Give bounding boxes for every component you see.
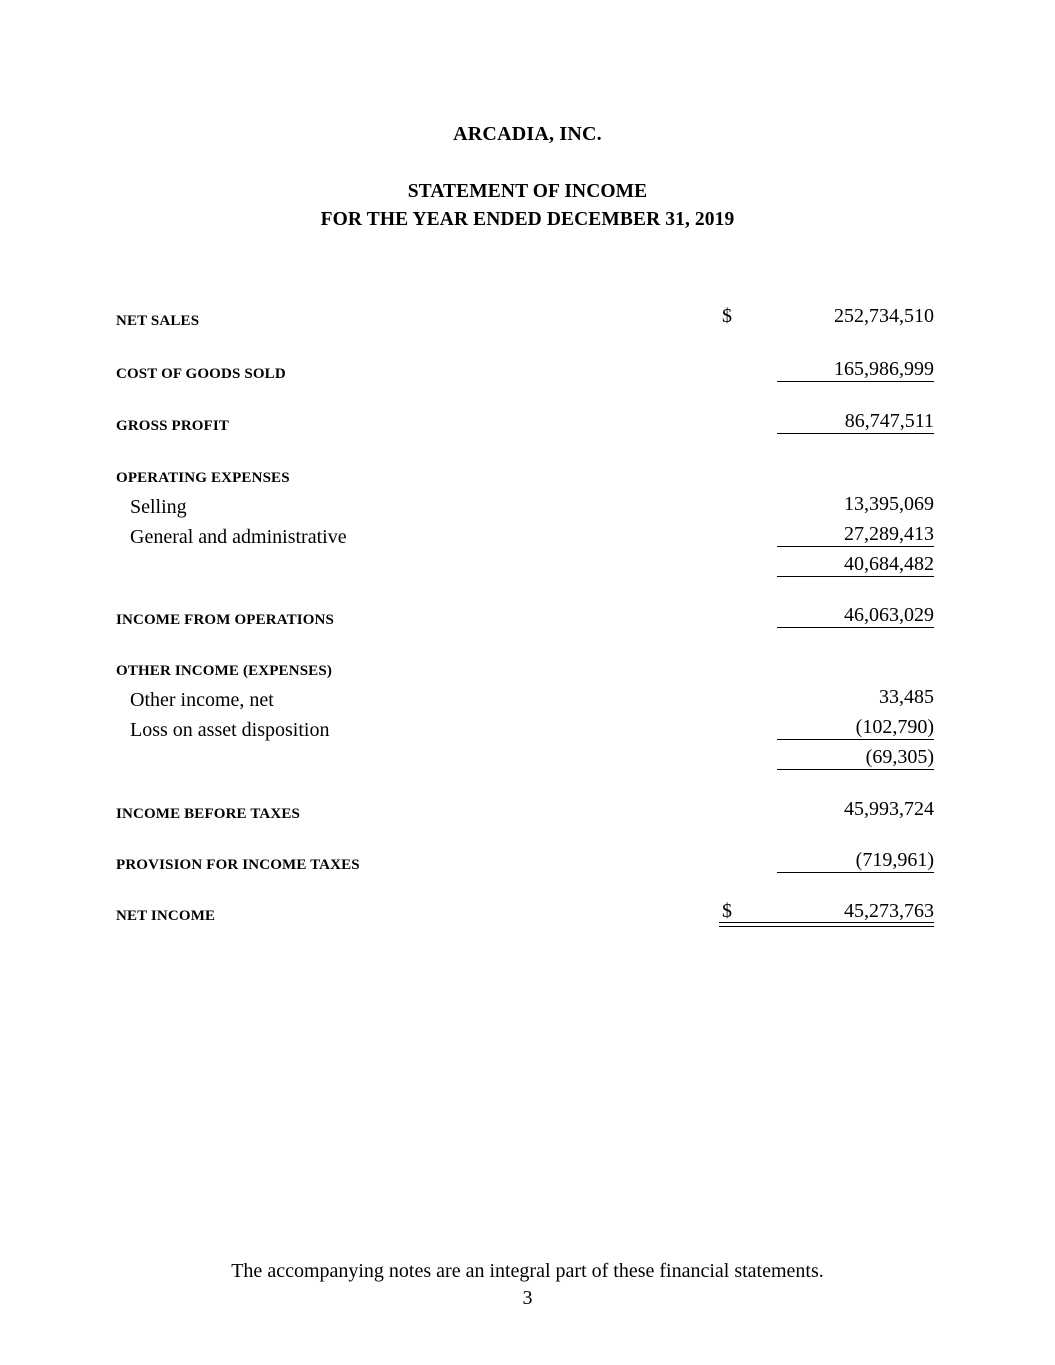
statement-row: Other income, net 33,485: [116, 687, 934, 710]
amount-value-gross-profit: 86,747,511: [844, 410, 934, 432]
statement-row: General and administrative 27,289,413: [116, 524, 934, 547]
row-amount-net-sales: $252,734,510: [719, 306, 934, 329]
amount-value-net-income: 45,273,763: [844, 900, 934, 922]
footer-note: The accompanying notes are an integral p…: [231, 1260, 824, 1282]
row-amount-general-and-administrative: 27,289,413: [719, 524, 934, 547]
row-spacer: [116, 577, 934, 605]
statement-row: COST OF GOODS SOLD 165,986,999: [116, 359, 934, 382]
statement-title-line2: FOR THE YEAR ENDED DECEMBER 31, 2019: [320, 208, 735, 230]
amount-value-cost-of-goods-sold: 165,986,999: [834, 358, 934, 380]
document-header: ARCADIA, INC.: [0, 122, 1055, 146]
company-name: ARCADIA, INC.: [453, 123, 602, 145]
statement-row: GROSS PROFIT 86,747,511: [116, 411, 934, 434]
income-statement-table: NET SALES $252,734,510 COST OF GOODS SOLD 1…: [116, 306, 934, 927]
row-amount-operating-expenses: [719, 463, 934, 486]
currency-symbol-net-income: $: [722, 900, 732, 922]
row-spacer: [116, 628, 934, 656]
page-footer: The accompanying notes are an integral p…: [0, 1258, 1055, 1313]
row-spacer: [116, 547, 934, 554]
row-label-other-income-expenses: OTHER INCOME (EXPENSES): [116, 663, 332, 679]
statement-title-line1: STATEMENT OF INCOME: [407, 181, 648, 202]
statement-row: OTHER INCOME (EXPENSES): [116, 656, 934, 679]
row-spacer: [116, 822, 934, 850]
row-amount-total-other-income-expenses: (69,305): [719, 747, 934, 770]
row-amount-cost-of-goods-sold: 165,986,999: [719, 359, 934, 382]
row-amount-loss-on-asset-disposition: (102,790): [719, 717, 934, 740]
statement-row: Selling 13,395,069: [116, 494, 934, 517]
amount-value-other-income-expenses: [929, 656, 934, 676]
row-label-income-before-taxes: INCOME BEFORE TAXES: [116, 806, 300, 822]
statement-row: NET INCOME $45,273,763: [116, 900, 934, 927]
statement-row: OPERATING EXPENSES: [116, 463, 934, 486]
row-spacer: [116, 434, 934, 463]
currency-symbol-net-sales: $: [722, 305, 732, 327]
row-spacer: [116, 873, 934, 901]
statement-row: INCOME FROM OPERATIONS 46,063,029: [116, 605, 934, 628]
statement-row: INCOME BEFORE TAXES 45,993,724: [116, 799, 934, 822]
row-label-cost-of-goods-sold: COST OF GOODS SOLD: [116, 366, 286, 382]
amount-value-provision-for-income-taxes: (719,961): [855, 849, 934, 871]
row-label-total-other-income-expenses: [116, 750, 719, 770]
row-label-selling: Selling: [130, 496, 187, 518]
statement-row: 40,684,482: [116, 554, 934, 577]
statement-row: NET SALES $252,734,510: [116, 306, 934, 329]
row-label-income-from-operations: INCOME FROM OPERATIONS: [116, 612, 335, 628]
amount-value-selling: 13,395,069: [844, 493, 934, 515]
row-spacer: [116, 382, 934, 411]
amount-value-income-before-taxes: 45,993,724: [844, 798, 934, 820]
row-label-net-income: NET INCOME: [116, 908, 216, 924]
statement-row: (69,305): [116, 747, 934, 770]
row-spacer: [116, 517, 934, 524]
row-label-loss-on-asset-disposition: Loss on asset disposition: [130, 719, 330, 741]
statement-title-block: STATEMENT OF INCOME FOR THE YEAR ENDED D…: [0, 178, 1055, 233]
amount-value-other-income-net: 33,485: [879, 686, 934, 708]
row-amount-total-operating-expenses: 40,684,482: [719, 554, 934, 577]
row-label-other-income-net: Other income, net: [130, 689, 274, 711]
row-spacer: [116, 740, 934, 747]
row-amount-other-income-net: 33,485: [719, 687, 934, 710]
row-label-total-operating-expenses: [116, 557, 719, 577]
row-amount-gross-profit: 86,747,511: [719, 411, 934, 434]
amount-value-income-from-operations: 46,063,029: [844, 604, 934, 626]
row-label-operating-expenses: OPERATING EXPENSES: [116, 470, 290, 486]
row-label-gross-profit: GROSS PROFIT: [116, 418, 230, 434]
amount-value-loss-on-asset-disposition: (102,790): [855, 716, 934, 738]
row-amount-other-income-expenses: [719, 656, 934, 679]
page-number: 3: [522, 1287, 533, 1309]
row-label-general-and-administrative: General and administrative: [130, 526, 347, 548]
row-amount-net-income: $45,273,763: [719, 900, 934, 927]
row-label-net-sales: NET SALES: [116, 313, 200, 329]
amount-value-net-sales: 252,734,510: [834, 305, 934, 327]
row-spacer: [116, 770, 934, 799]
amount-value-total-operating-expenses: 40,684,482: [844, 553, 934, 575]
row-amount-selling: 13,395,069: [719, 494, 934, 517]
statement-row: PROVISION FOR INCOME TAXES (719,961): [116, 850, 934, 873]
row-label-provision-for-income-taxes: PROVISION FOR INCOME TAXES: [116, 857, 360, 873]
row-amount-provision-for-income-taxes: (719,961): [719, 850, 934, 873]
row-spacer: [116, 329, 934, 359]
row-spacer: [116, 679, 934, 687]
row-amount-income-from-operations: 46,063,029: [719, 605, 934, 628]
amount-value-general-and-administrative: 27,289,413: [844, 523, 934, 545]
amount-value-operating-expenses: [929, 463, 934, 483]
statement-row: Loss on asset disposition (102,790): [116, 717, 934, 740]
row-spacer: [116, 486, 934, 494]
amount-value-total-other-income-expenses: (69,305): [865, 746, 934, 768]
row-spacer: [116, 710, 934, 717]
row-amount-income-before-taxes: 45,993,724: [719, 799, 934, 822]
